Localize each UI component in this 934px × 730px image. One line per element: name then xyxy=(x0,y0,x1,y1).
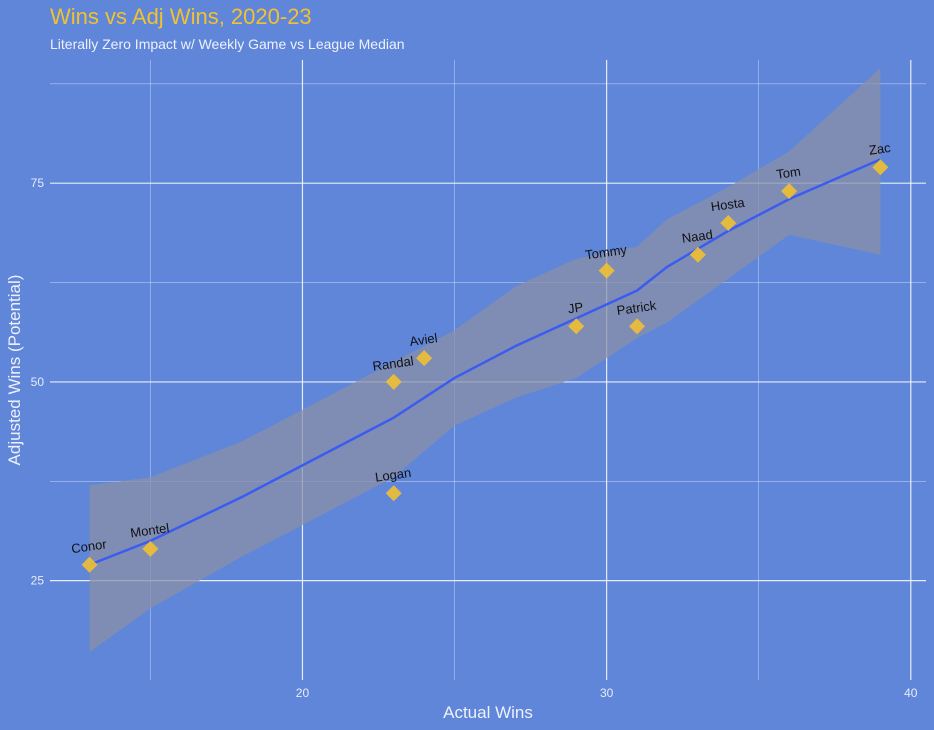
chart-subtitle: Literally Zero Impact w/ Weekly Game vs … xyxy=(50,36,405,52)
y-tick-label: 25 xyxy=(31,574,45,588)
confidence-band xyxy=(89,67,881,653)
y-axis-title: Adjusted Wins (Potential) xyxy=(5,275,24,466)
label-conor: Conor xyxy=(70,536,108,556)
label-tommy: Tommy xyxy=(584,242,628,263)
point-tommy xyxy=(598,262,615,279)
data-points xyxy=(81,159,889,573)
point-logan xyxy=(385,485,402,502)
label-zac: Zac xyxy=(868,140,892,158)
point-jp xyxy=(568,318,585,335)
point-tom xyxy=(781,183,798,200)
y-tick-label: 75 xyxy=(31,176,45,190)
label-jp: JP xyxy=(567,299,584,316)
x-axis-title: Actual Wins xyxy=(443,703,533,722)
label-hosta: Hosta xyxy=(710,195,746,215)
confidence-band-area xyxy=(89,67,881,653)
label-naad: Naad xyxy=(681,227,714,246)
point-conor xyxy=(81,556,98,573)
chart-title: Wins vs Adj Wins, 2020-23 xyxy=(50,4,312,29)
label-logan: Logan xyxy=(374,465,412,485)
point-montel xyxy=(142,540,159,557)
tick-labels: 20 30 40 25 50 75 xyxy=(31,176,918,700)
point-hosta xyxy=(720,214,737,231)
point-labels: Conor Montel Randal Aviel Logan JP Tommy Patric… xyxy=(70,140,892,556)
y-tick-label: 50 xyxy=(31,375,45,389)
x-tick-label: 20 xyxy=(296,686,310,700)
point-naad xyxy=(689,246,706,263)
point-aviel xyxy=(416,350,433,367)
label-randal: Randal xyxy=(372,353,415,374)
label-tom: Tom xyxy=(775,164,801,182)
point-zac xyxy=(872,159,889,176)
point-patrick xyxy=(629,318,646,335)
x-tick-label: 30 xyxy=(600,686,614,700)
label-patrick: Patrick xyxy=(616,298,658,318)
point-randal xyxy=(385,373,402,390)
label-montel: Montel xyxy=(129,520,170,540)
x-tick-label: 40 xyxy=(904,686,918,700)
label-aviel: Aviel xyxy=(409,330,439,349)
